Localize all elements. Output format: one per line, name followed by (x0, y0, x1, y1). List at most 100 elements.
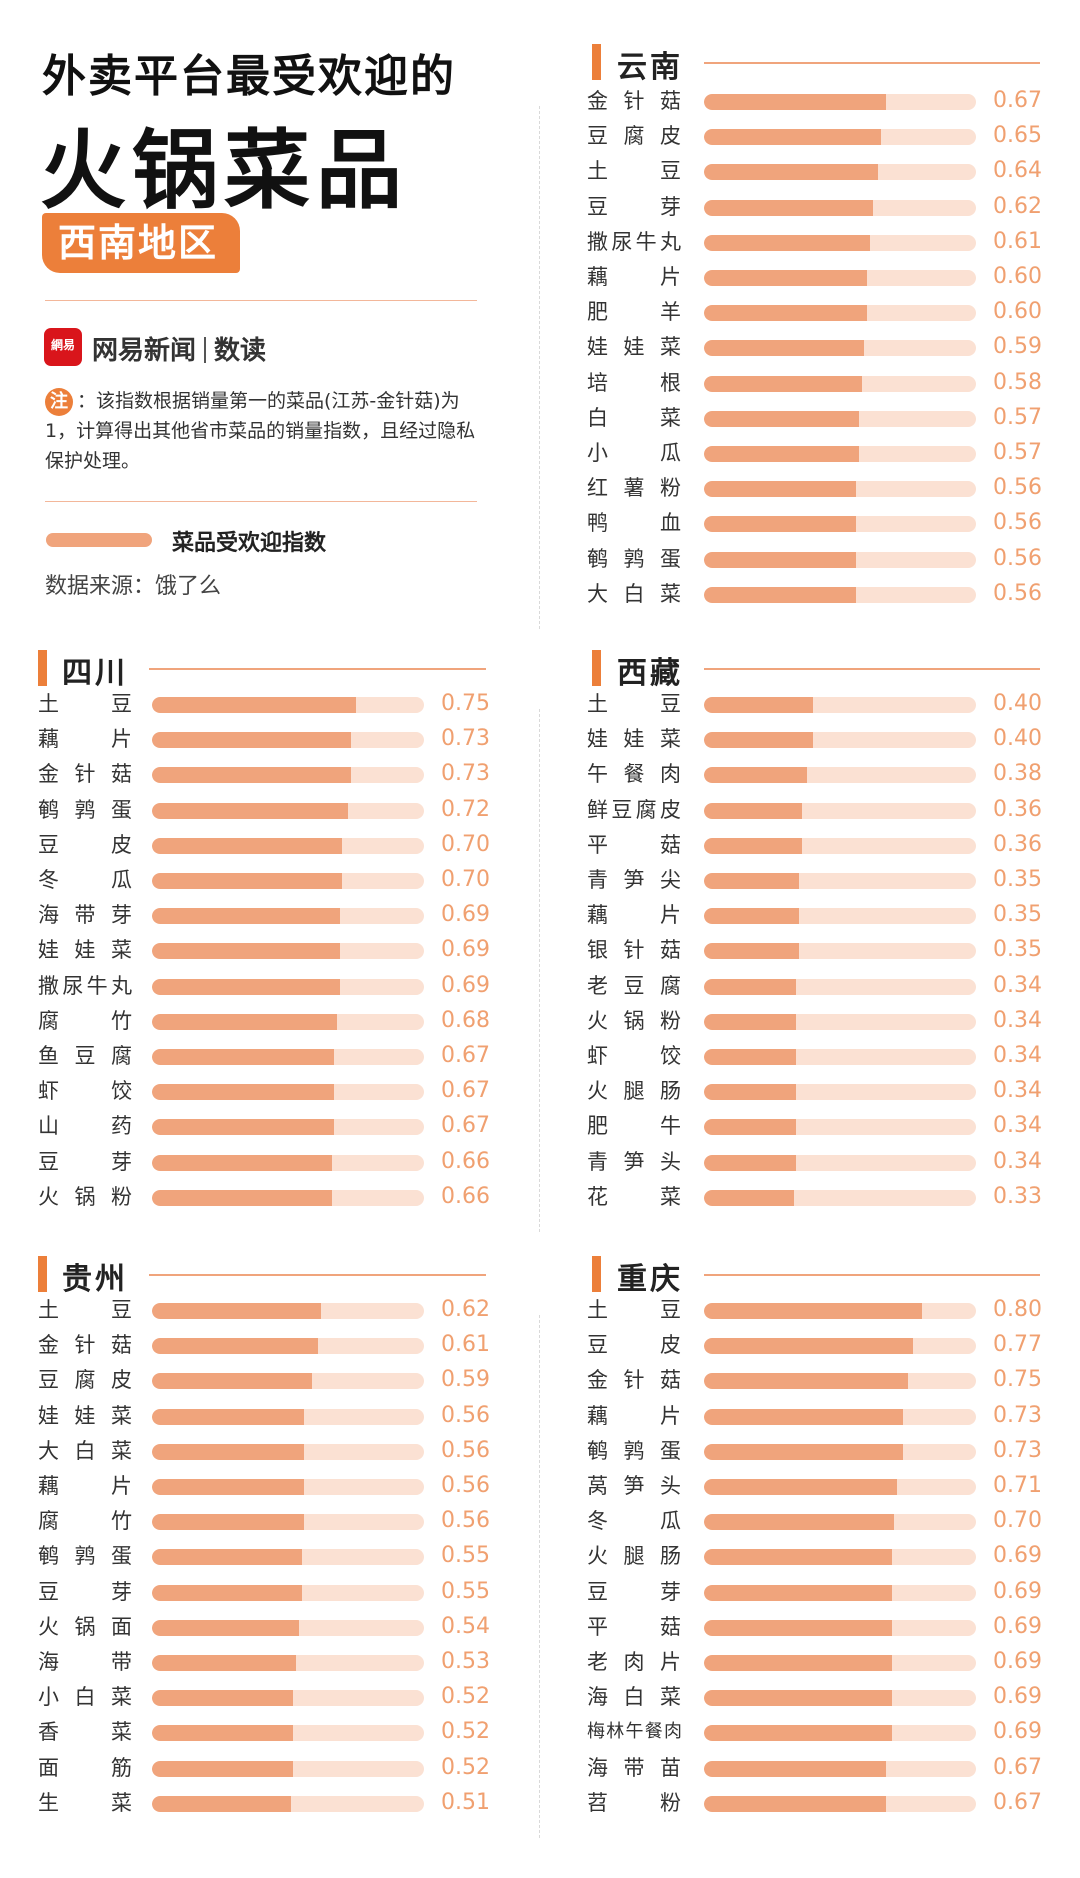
value-label: 0.61 (441, 1332, 490, 1358)
category-label: 大白菜 (587, 581, 681, 606)
category-label: 海带苗 (587, 1755, 681, 1780)
bar-track (704, 446, 976, 462)
category-label: 豆芽 (587, 1579, 681, 1604)
divider (45, 300, 477, 301)
bar (704, 802, 802, 819)
bar-track (704, 234, 976, 251)
bar-row: 娃娃菜 0.59 (0, 332, 1080, 362)
bar-row: 土豆 0.40 (0, 689, 1080, 719)
bar-track (704, 1760, 976, 1777)
section-marker (592, 650, 601, 686)
bar-row: 小瓜 0.57 (0, 438, 1080, 468)
value-label: 0.34 (993, 1078, 1042, 1104)
value-label: 0.72 (441, 796, 490, 822)
bar-track (152, 732, 424, 749)
category-label: 火腿肠 (587, 1079, 681, 1104)
value-label: 0.55 (441, 1578, 490, 1604)
category-label: 藕片 (38, 1474, 132, 1498)
note-badge: 注 (45, 388, 73, 416)
value-label: 0.34 (993, 1043, 1042, 1068)
bar (704, 1303, 922, 1319)
section-marker (592, 1256, 601, 1292)
bar (704, 732, 813, 749)
bar (704, 1189, 794, 1206)
bar-track (704, 767, 976, 784)
value-label: 0.70 (993, 1508, 1042, 1534)
section-title: 云南 (617, 50, 683, 85)
bar-row: 藕片 0.35 (0, 900, 1080, 930)
bar-row: 藕片 0.73 (0, 724, 1080, 754)
value-label: 0.40 (993, 691, 1042, 716)
section-title: 四川 (62, 656, 128, 691)
bar-row: 梅林午餐肉 0.69 (0, 1717, 1080, 1747)
value-label: 0.33 (993, 1183, 1042, 1209)
brand: 网易新闻 数读 (92, 330, 266, 367)
bar-row: 肥羊 0.60 (0, 297, 1080, 327)
category-label: 虾饺 (587, 1044, 681, 1068)
category-label: 青笋头 (587, 1149, 681, 1174)
value-label: 0.36 (993, 796, 1042, 822)
bar-row: 培根 0.58 (0, 368, 1080, 398)
category-label: 金针菇 (38, 762, 132, 787)
bar-row: 海带苗 0.67 (0, 1753, 1080, 1783)
bar-row: 鱼豆腐 0.67 (0, 1041, 1080, 1071)
value-label: 0.69 (993, 1684, 1042, 1710)
value-label: 0.67 (441, 1078, 490, 1104)
bar-track (704, 164, 976, 181)
bar-track (152, 1373, 424, 1390)
category-label: 大白菜 (38, 1438, 132, 1463)
bar (152, 943, 340, 960)
category-label: 豆腐皮 (38, 1368, 132, 1393)
value-label: 0.73 (993, 1437, 1042, 1463)
bar-track (704, 873, 976, 889)
bar (704, 1655, 892, 1671)
bar (704, 1013, 797, 1030)
category-label: 豆芽 (38, 1579, 132, 1604)
bar-row: 腐竹 0.56 (0, 1506, 1080, 1536)
bar-row: 撒尿牛丸 0.61 (0, 227, 1080, 257)
category-label: 培根 (587, 370, 681, 395)
value-label: 0.52 (441, 1684, 490, 1710)
bar-track (704, 1049, 976, 1065)
bar (704, 1479, 898, 1495)
bar-track (704, 1725, 976, 1742)
value-label: 0.71 (993, 1473, 1042, 1498)
bar-track (152, 1189, 424, 1206)
category-label: 娃娃菜 (38, 1403, 132, 1428)
bar-row: 藕片 0.73 (0, 1401, 1080, 1431)
bar-track (152, 1338, 424, 1355)
bar-row: 小白菜 0.52 (0, 1682, 1080, 1712)
value-label: 0.73 (441, 761, 490, 787)
category-label: 平菇 (587, 1614, 681, 1639)
value-label: 0.62 (441, 1297, 490, 1322)
legend-swatch (46, 533, 152, 547)
value-label: 0.69 (993, 1649, 1042, 1674)
value-label: 0.35 (993, 902, 1042, 928)
section-rule (704, 1274, 1040, 1276)
bar-row: 火腿肠 0.69 (0, 1541, 1080, 1571)
category-label: 鹌鹑蛋 (587, 1438, 681, 1463)
bar-row: 火腿肠 0.34 (0, 1076, 1080, 1106)
divider (45, 501, 477, 502)
value-label: 0.56 (441, 1508, 490, 1534)
category-label: 虾饺 (38, 1079, 132, 1104)
value-label: 0.66 (441, 1183, 490, 1209)
section-marker (38, 1256, 47, 1292)
bar-track (704, 1443, 976, 1460)
bar (704, 340, 865, 357)
netease-logo-icon: 網易 (44, 328, 82, 366)
note-text: ：该指数根据销量第一的菜品(江苏-金针菇)为1，计算得出其他省市菜品的销量指数，… (45, 390, 476, 472)
value-label: 0.53 (441, 1649, 490, 1674)
bar (704, 94, 887, 110)
bar (152, 1725, 294, 1742)
bar-track (704, 516, 976, 533)
category-label: 梅林午餐肉 (587, 1721, 682, 1743)
category-label: 金针菇 (587, 89, 681, 113)
bar-track (152, 1084, 424, 1101)
section-rule (149, 668, 486, 670)
bar (704, 837, 802, 854)
category-label: 藕片 (587, 903, 681, 928)
bar-row: 虾饺 0.34 (0, 1041, 1080, 1071)
value-label: 0.55 (441, 1543, 490, 1569)
value-label: 0.68 (441, 1007, 490, 1033)
